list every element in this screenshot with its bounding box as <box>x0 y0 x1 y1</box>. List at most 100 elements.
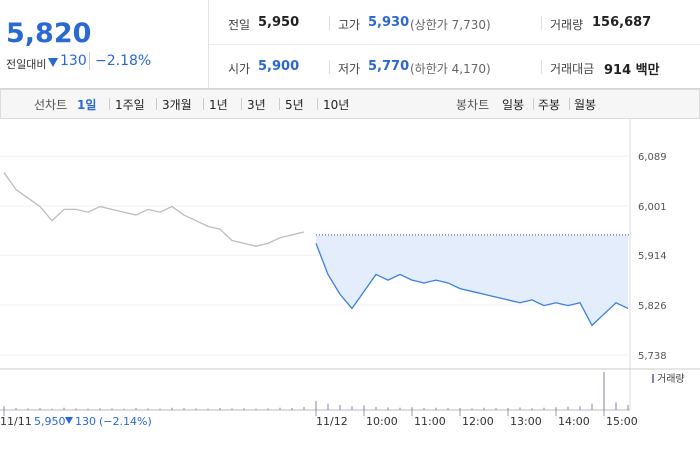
field-value: 914 백만 <box>604 63 660 78</box>
tab[interactable]: 1년 <box>209 98 228 112</box>
col-divider <box>329 60 330 74</box>
volume-bar <box>471 408 473 410</box>
volume-bar <box>555 407 557 410</box>
y-tick-label: 5,826 <box>638 301 667 312</box>
volume-bar <box>75 408 77 410</box>
status-text: 130 <box>75 415 96 428</box>
col-divider <box>329 16 330 30</box>
tab[interactable]: 월봉 <box>574 98 597 112</box>
volume-bar <box>339 404 341 410</box>
field-label: 거래대금 <box>550 62 595 76</box>
summary: 5,820 전일대비 130 −2.18% 전일 5,950 고가 5,930 (상한가… <box>0 0 700 89</box>
tab-divider <box>317 98 318 110</box>
tab[interactable]: 3개월 <box>162 98 192 112</box>
field-value: 5,770 <box>368 59 410 74</box>
volume-bar <box>363 405 365 410</box>
field-label: 저가 <box>338 62 361 76</box>
tab-divider <box>109 98 110 110</box>
legend-swatch <box>652 374 654 383</box>
status-text: 5,950 <box>34 415 66 428</box>
volume-bar <box>171 407 173 410</box>
status-text: (−2.14%) <box>99 415 152 428</box>
field-value: 5,930 <box>368 15 410 30</box>
volume-bar <box>327 403 329 410</box>
change: 130 <box>60 53 87 69</box>
volume-bar <box>135 407 137 410</box>
field-value: 156,687 <box>592 15 652 30</box>
tab[interactable]: 1일 <box>77 98 97 112</box>
x-tick-label: 10:00 <box>366 415 398 428</box>
volume-bar <box>459 407 461 410</box>
volume-bar <box>87 408 89 410</box>
y-tick-label: 5,738 <box>638 351 667 362</box>
volume-bar <box>207 408 209 410</box>
volume-bar <box>579 406 581 410</box>
tab-bar: 선차트 1일 1주일 3개월 1년 3년 5년 10년 봉차트 일봉 주봉 월봉 <box>0 89 700 119</box>
volume-bar <box>531 408 533 410</box>
chart: 6,089 6,001 5,914 5,826 5,738 거래량 11/11 11/12 10… <box>0 118 700 428</box>
change-label: 전일대비 <box>6 58 47 71</box>
price-line <box>3 172 305 247</box>
volume-bar <box>63 407 65 410</box>
tab[interactable]: 주봉 <box>538 98 561 112</box>
y-tick-label: 6,001 <box>638 202 667 213</box>
volume-bar <box>399 407 401 410</box>
volume-bar <box>279 407 281 410</box>
area <box>316 234 628 326</box>
volume-bar <box>51 408 53 410</box>
volume-bar <box>15 407 17 410</box>
down-icon <box>48 58 58 67</box>
price-line <box>315 243 629 327</box>
x-tick-label: 11/12 <box>316 415 348 428</box>
tab[interactable]: 일봉 <box>502 98 525 112</box>
volume-bar <box>507 407 509 410</box>
field-note: (하한가 4,170) <box>410 62 491 76</box>
tab-divider <box>533 98 534 110</box>
x-tick-label: 15:00 <box>606 415 638 428</box>
volume-bar <box>231 408 233 410</box>
tab[interactable]: 5년 <box>285 98 304 112</box>
volume-bar <box>99 408 101 410</box>
volume-bar <box>159 408 161 410</box>
volume-bar <box>567 406 569 410</box>
volume-bar <box>351 406 353 410</box>
col-divider <box>541 60 542 74</box>
volume-bar <box>375 406 377 410</box>
volume-bar <box>315 401 317 410</box>
x-tick-label: 11/11 <box>0 415 32 428</box>
volume-bar <box>39 408 41 410</box>
tab[interactable]: 10년 <box>323 98 350 112</box>
volume-bar <box>267 408 269 410</box>
status-down-icon <box>65 417 73 424</box>
y-tick-label: 5,914 <box>638 251 667 262</box>
price: 5,820 <box>6 18 92 49</box>
tab-divider <box>156 98 157 110</box>
x-tick-label: 12:00 <box>462 415 494 428</box>
row-divider <box>209 44 700 45</box>
tab-group-label: 선차트 <box>34 98 68 112</box>
field-label: 시가 <box>228 62 251 76</box>
volume-bar <box>411 407 413 410</box>
volume-bar <box>195 408 197 410</box>
tab[interactable]: 3년 <box>247 98 266 112</box>
field-note: (상한가 7,730) <box>410 18 491 32</box>
tab-divider <box>569 98 570 110</box>
volume-bar <box>435 407 437 410</box>
volume-bar <box>27 408 29 410</box>
volume-bar <box>303 406 305 410</box>
volume-bar <box>495 408 497 410</box>
volume-bar <box>147 408 149 410</box>
field-label: 전일 <box>228 18 251 32</box>
tab-divider <box>279 98 280 110</box>
divider <box>89 52 90 70</box>
volume-bar <box>615 402 617 410</box>
tab-divider <box>203 98 204 110</box>
volume-bar <box>543 407 545 410</box>
x-tick-label: 11:00 <box>414 415 446 428</box>
tab[interactable]: 1주일 <box>115 98 145 112</box>
volume-bar <box>627 404 629 410</box>
volume-bar <box>219 407 221 410</box>
volume-bar <box>3 406 5 410</box>
volume-bar <box>183 408 185 410</box>
